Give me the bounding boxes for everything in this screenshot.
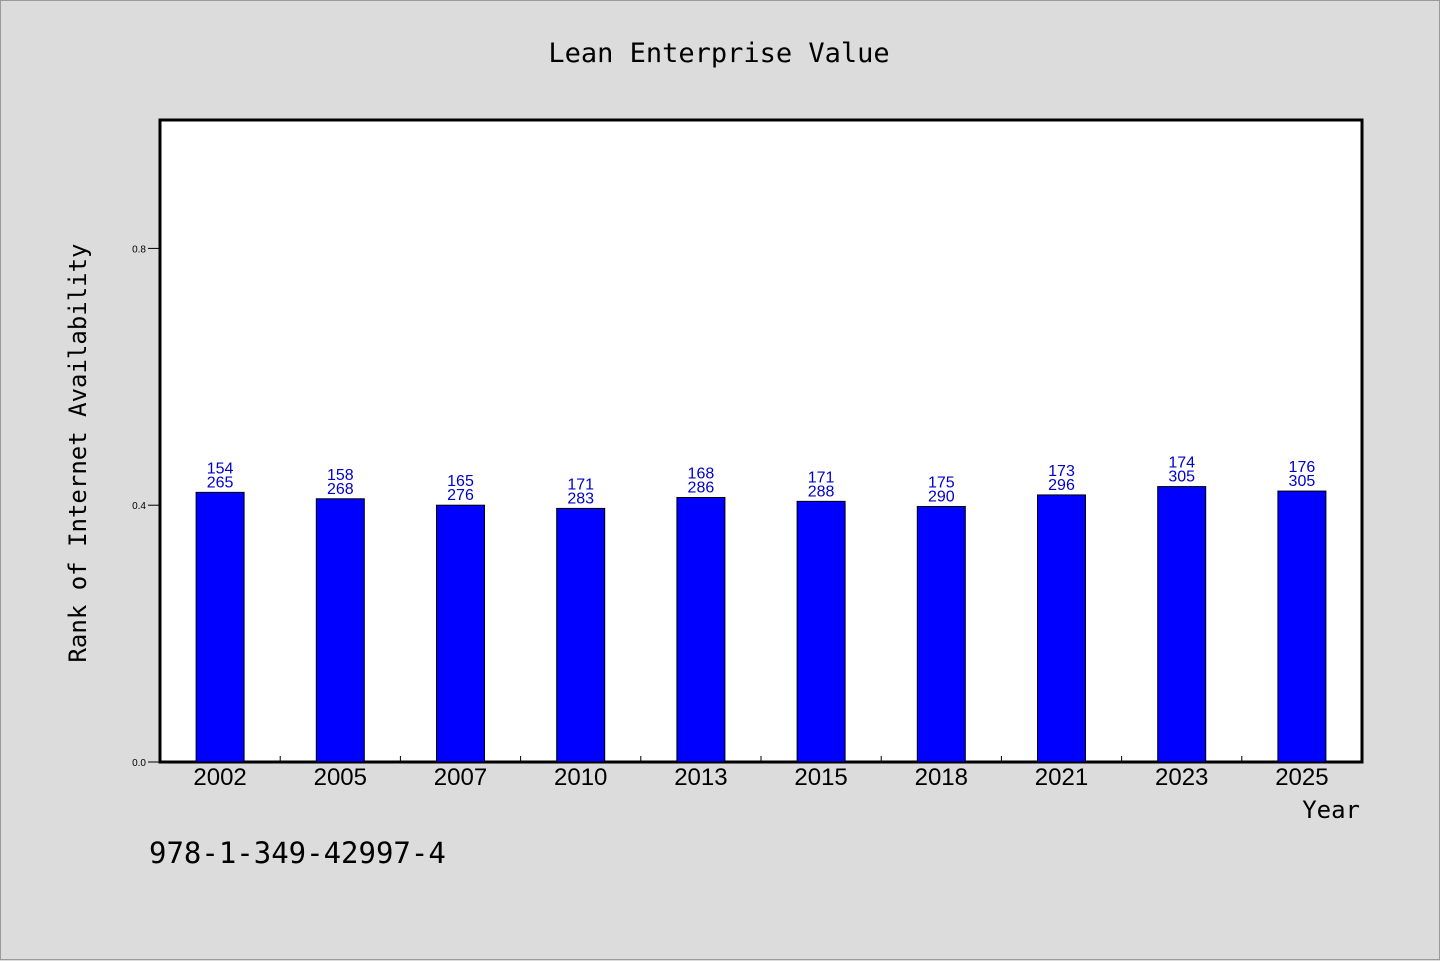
- bar-label-top: 158: [327, 467, 354, 484]
- bar: [315, 498, 365, 763]
- y-axis: 0.0 0.4 0.8: [132, 244, 160, 769]
- bar: [1037, 494, 1086, 763]
- bar: [436, 504, 485, 763]
- bar-label-top: 176: [1289, 459, 1316, 476]
- bars: [195, 486, 1327, 763]
- y-tick-label: 0.0: [132, 758, 146, 769]
- bar-label-top: 165: [447, 473, 474, 490]
- x-tick-label: 2018: [915, 764, 968, 791]
- x-tick-label: 2002: [193, 764, 246, 791]
- bar: [556, 507, 606, 763]
- bar-label-bottom: 288: [808, 483, 835, 500]
- bar-label-bottom: 296: [1048, 477, 1075, 494]
- bar-label-bottom: 286: [688, 479, 715, 496]
- bar-label-top: 171: [808, 469, 835, 486]
- x-tick-label: 2010: [554, 764, 607, 791]
- x-tick-label: 2007: [434, 764, 487, 791]
- x-tick-label: 2021: [1035, 764, 1088, 791]
- isbn-text: 978-1-349-42997-4: [149, 836, 446, 870]
- bar-label-top: 154: [207, 460, 234, 477]
- bar: [916, 505, 966, 763]
- x-axis: 2002 2005 2007 2010 2013 2015 2018 2021 2023 2025: [193, 756, 1329, 791]
- bar: [1157, 486, 1207, 763]
- bar-label-bottom: 305: [1289, 473, 1316, 490]
- bar-label-bottom: 305: [1168, 469, 1195, 486]
- bar-label-top: 171: [567, 476, 594, 493]
- x-tick-label: 2015: [794, 764, 847, 791]
- bar-label-top: 173: [1048, 463, 1075, 480]
- bar: [195, 491, 245, 763]
- bar-label-top: 174: [1168, 455, 1195, 472]
- bar-label-top: 175: [928, 474, 955, 491]
- x-tick-label: 2025: [1275, 764, 1328, 791]
- bar-label-bottom: 283: [567, 490, 594, 507]
- bar-label-top: 168: [688, 465, 715, 482]
- x-axis-label: Year: [1302, 796, 1360, 824]
- bar: [1277, 490, 1327, 763]
- bar-label-bottom: 265: [207, 474, 234, 491]
- bar: [796, 500, 846, 763]
- y-tick-label: 0.4: [132, 501, 146, 512]
- bar-label-bottom: 268: [327, 481, 354, 498]
- x-tick-label: 2013: [674, 764, 727, 791]
- bar-label-bottom: 290: [928, 488, 955, 505]
- bar: [676, 496, 726, 763]
- chart-title: Lean Enterprise Value: [548, 38, 889, 69]
- bar-label-bottom: 276: [447, 487, 474, 504]
- x-tick-label: 2005: [314, 764, 367, 791]
- y-axis-label: Rank of Internet Availability: [64, 243, 92, 662]
- y-tick-label: 0.8: [132, 244, 146, 255]
- x-tick-label: 2023: [1155, 764, 1208, 791]
